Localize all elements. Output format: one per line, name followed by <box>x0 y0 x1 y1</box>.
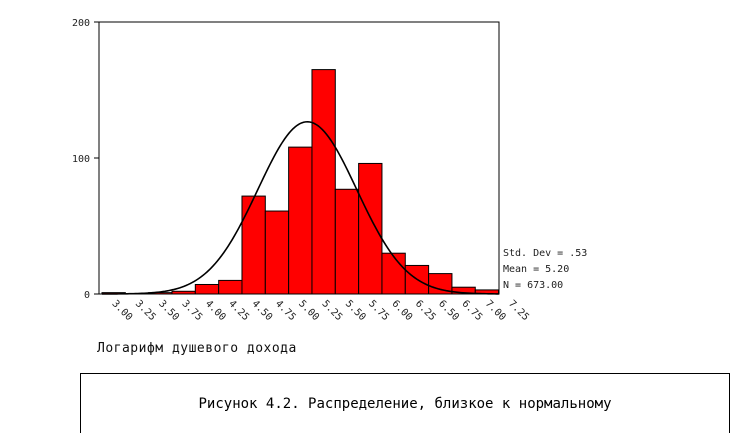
stat-mean: Mean = 5.20 <box>503 264 569 275</box>
y-axis-ticks: 0 100 200 <box>72 18 99 301</box>
x-tick-label: 4.75 <box>273 298 298 323</box>
x-tick-label: 7.00 <box>483 298 508 323</box>
x-tick-label: 4.50 <box>250 298 275 323</box>
x-tick-label: 3.25 <box>133 298 158 323</box>
bar-3 <box>171 290 196 295</box>
bars-group <box>101 69 500 295</box>
x-axis-label: Логарифм душевого дохода <box>97 341 297 356</box>
bar-9 <box>311 69 336 295</box>
bar-8 <box>288 146 313 295</box>
x-axis-ticks: 3.003.253.503.754.004.254.504.755.005.25… <box>110 298 531 323</box>
bar-12 <box>381 252 406 295</box>
bar-6 <box>241 195 266 295</box>
x-tick-label: 7.25 <box>506 298 531 323</box>
bar-5 <box>218 279 243 295</box>
x-tick-label: 5.50 <box>343 298 368 323</box>
bar-4 <box>194 283 220 295</box>
x-tick-label: 6.75 <box>459 298 484 323</box>
normal-curve <box>101 120 499 295</box>
x-tick-label: 4.00 <box>203 298 228 323</box>
y-tick-label: 0 <box>84 290 90 301</box>
bar-14 <box>428 273 453 295</box>
normal-curve-group <box>101 120 499 295</box>
figure-caption: Рисунок 4.2. Распределение, близкое к но… <box>198 396 612 412</box>
x-tick-label: 3.00 <box>110 298 135 323</box>
x-tick-label: 6.00 <box>390 298 415 323</box>
x-tick-label: 5.25 <box>320 298 345 323</box>
x-tick-label: 3.50 <box>156 298 181 323</box>
bar-11 <box>358 162 383 295</box>
x-tick-label: 3.75 <box>180 298 205 323</box>
histogram-chart: 0 100 200 3.003.253.503.754.004.254.504.75… <box>72 18 587 356</box>
x-tick-label: 6.25 <box>413 298 438 323</box>
x-tick-label: 5.75 <box>366 298 391 323</box>
x-tick-label: 4.25 <box>226 298 251 323</box>
stat-n: N = 673.00 <box>503 280 563 291</box>
bar-10 <box>334 188 360 295</box>
y-tick-label: 100 <box>72 154 90 165</box>
caption-box: Рисунок 4.2. Распределение, близкое к но… <box>80 373 730 433</box>
stat-std-dev: Std. Dev = .53 <box>503 248 587 259</box>
x-tick-label: 5.00 <box>296 298 321 323</box>
x-tick-label: 6.50 <box>436 298 461 323</box>
y-tick-label: 200 <box>72 18 90 29</box>
bar-7 <box>264 210 290 295</box>
